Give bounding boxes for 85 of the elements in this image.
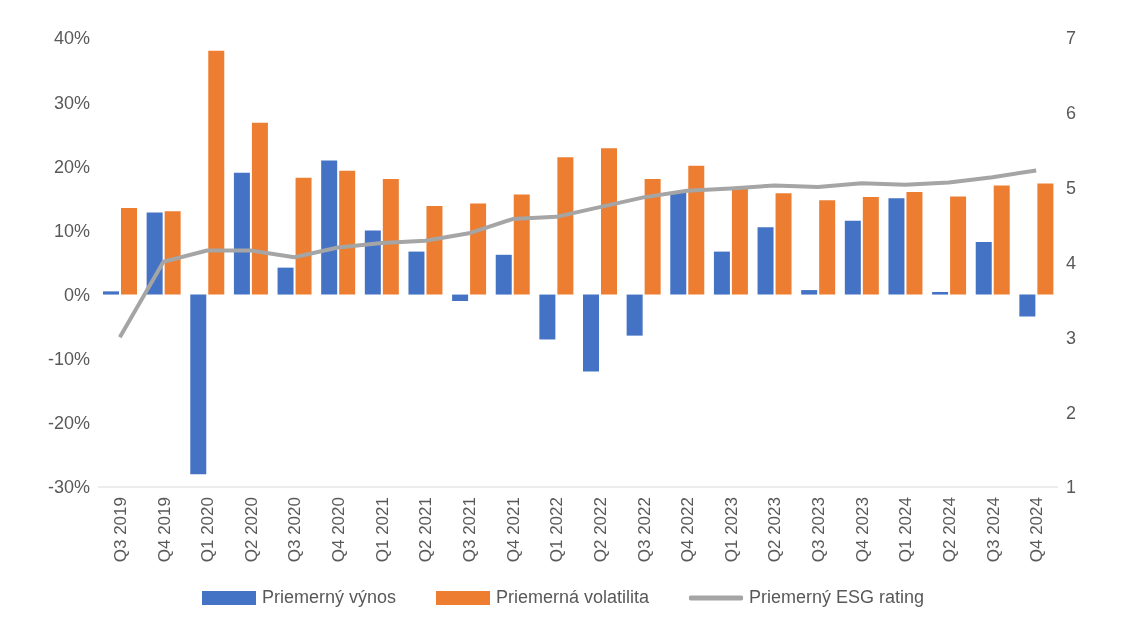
bar (103, 291, 119, 295)
bar (644, 179, 661, 295)
bar (601, 148, 617, 295)
legend-label: Priemerný ESG rating (748, 587, 925, 608)
legend-label: Priemerná volatilita (494, 587, 650, 608)
x-tick-label: Q3 2021 (459, 497, 479, 563)
bar (731, 188, 748, 295)
bar (495, 254, 512, 295)
y-tick-label: -10% (47, 349, 90, 370)
bar (539, 294, 556, 340)
bar (470, 203, 487, 295)
x-tick-label: Q2 2022 (590, 497, 610, 563)
line-series (117, 168, 1039, 340)
y-tick-label: 10% (53, 220, 90, 241)
x-tick-label: Q4 2024 (1027, 497, 1047, 563)
x-tick-label: Q3 2023 (809, 497, 829, 563)
y2-tick-label: 4 (1066, 252, 1077, 273)
bar (251, 122, 268, 295)
x-tick-label: Q4 2023 (852, 497, 872, 563)
y-tick-label: 30% (53, 92, 90, 113)
bar (688, 165, 705, 295)
y-tick-label: 40% (53, 28, 90, 49)
x-tick-label: Q4 2020 (329, 497, 349, 563)
y2-tick-label: 2 (1066, 402, 1077, 423)
x-tick-label: Q3 2022 (634, 497, 654, 563)
bar (975, 241, 992, 295)
bar (862, 197, 879, 295)
x-tick-label: Q2 2024 (939, 497, 959, 563)
bar (233, 172, 250, 295)
bar (993, 185, 1010, 295)
bar (670, 191, 687, 295)
bar (277, 267, 294, 295)
y2-tick-label: 3 (1066, 327, 1077, 348)
bar (382, 179, 399, 295)
bar (950, 196, 967, 295)
bar (801, 290, 818, 295)
x-tick-label: Q3 2020 (285, 497, 305, 563)
bar (513, 194, 530, 295)
bar (583, 294, 599, 372)
bar (775, 193, 792, 295)
bar (888, 198, 905, 295)
bar (121, 207, 137, 295)
x-tick-label: Q1 2021 (372, 497, 392, 563)
bar (1019, 294, 1036, 317)
bar (906, 191, 923, 295)
bar (321, 160, 338, 295)
x-tick-label: Q4 2019 (154, 497, 174, 563)
bar (208, 50, 225, 295)
x-tick-label: Q1 2023 (721, 497, 741, 563)
bar (1037, 183, 1054, 295)
bar (364, 230, 381, 295)
y2-tick-label: 7 (1066, 28, 1077, 49)
y-tick-label: 20% (53, 156, 90, 177)
bar (626, 294, 643, 336)
x-tick-label: Q3 2024 (983, 497, 1003, 563)
x-tick-label: Q2 2020 (241, 497, 261, 563)
bar (452, 294, 469, 301)
bar (164, 211, 181, 295)
y2-tick-label: 6 (1066, 103, 1077, 124)
bar (844, 220, 861, 295)
bar (757, 227, 774, 295)
bar (146, 212, 163, 295)
x-tick-label: Q1 2024 (896, 497, 916, 563)
bar (190, 294, 207, 475)
bar (819, 200, 836, 295)
bar (932, 292, 949, 295)
y-tick-label: 0% (63, 284, 90, 305)
y2-tick-label: 1 (1066, 477, 1077, 498)
y-tick-label: -20% (47, 413, 90, 434)
bar (426, 206, 443, 295)
x-tick-label: Q1 2020 (198, 497, 218, 563)
x-tick-label: Q3 2019 (110, 497, 130, 563)
bar (408, 251, 425, 295)
x-tick-label: Q4 2022 (678, 497, 698, 563)
x-tick-label: Q2 2023 (765, 497, 785, 563)
bar (713, 251, 730, 295)
x-tick-label: Q2 2021 (416, 497, 436, 563)
x-tick-label: Q1 2022 (547, 497, 567, 563)
x-tick-label: Q4 2021 (503, 497, 523, 563)
bar (295, 177, 312, 295)
y2-tick-label: 5 (1066, 178, 1077, 199)
bar (557, 157, 574, 295)
legend-label: Priemerný výnos (260, 587, 396, 608)
y-tick-label: -30% (47, 477, 90, 498)
bar (339, 170, 356, 295)
